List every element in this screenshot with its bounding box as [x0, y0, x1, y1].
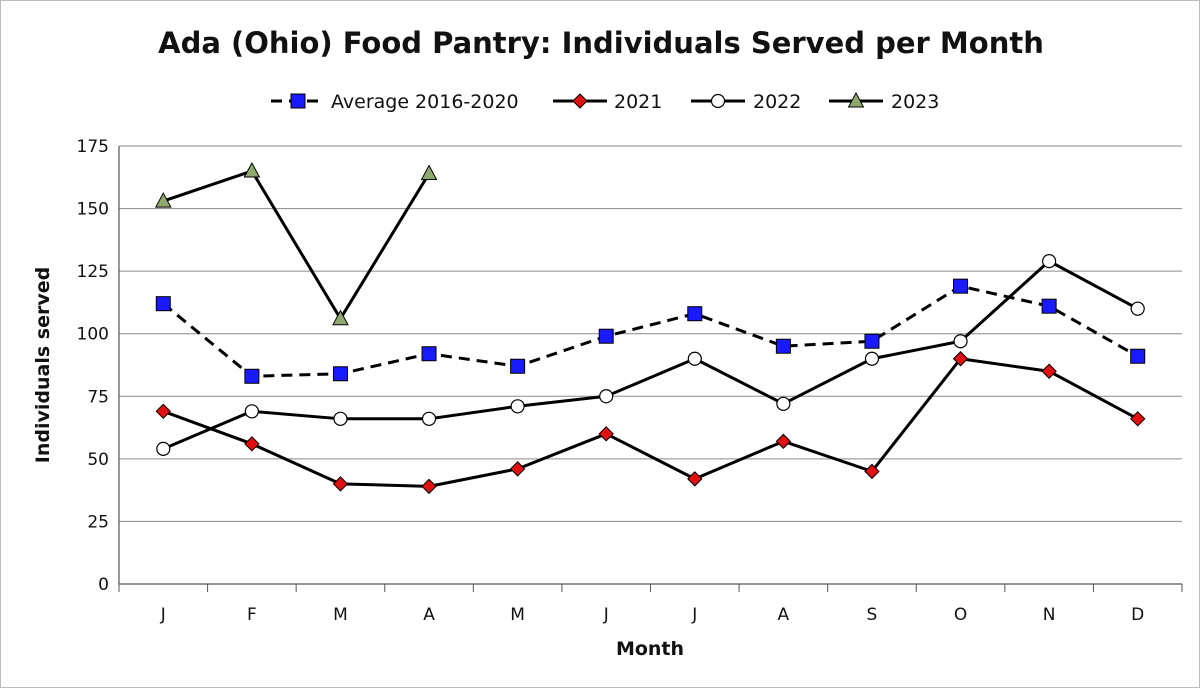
point-s1-6 [687, 471, 703, 487]
point-s1-11 [1130, 411, 1146, 427]
series-line-2 [162, 259, 1139, 451]
series-lines [162, 169, 1139, 488]
point-s1-4 [509, 461, 526, 477]
point-s2-5 [599, 389, 614, 404]
point-s3-3 [420, 164, 438, 181]
x-tick-5: J [603, 605, 609, 625]
series-markers [154, 161, 1146, 495]
point-s1-0 [155, 403, 171, 420]
point-s0-5 [598, 328, 614, 344]
point-s2-1 [244, 404, 259, 419]
series-line-1 [162, 357, 1139, 488]
x-tick-10: N [1043, 605, 1056, 625]
point-s0-2 [332, 366, 348, 382]
point-s2-8 [864, 351, 880, 366]
point-s1-1 [244, 436, 260, 452]
x-tick-3: A [423, 605, 435, 625]
point-s0-6 [687, 306, 703, 322]
point-s0-9 [953, 278, 969, 294]
x-tick-6: J [691, 605, 697, 625]
y-tick-25: 25 [87, 512, 109, 532]
point-s3-1 [243, 161, 261, 178]
point-s2-2 [333, 411, 348, 426]
x-tick-0: J [160, 605, 166, 625]
point-s1-2 [332, 476, 349, 492]
point-s2-10 [1042, 254, 1057, 269]
gridlines [119, 145, 1182, 522]
y-tick-100: 100 [77, 325, 109, 345]
point-s0-3 [421, 346, 437, 362]
point-s1-10 [1041, 363, 1057, 379]
y-tick-0: 0 [98, 575, 109, 595]
x-tick-9: O [954, 605, 967, 625]
point-s2-11 [1130, 301, 1145, 316]
point-s1-9 [952, 351, 969, 367]
point-s0-11 [1130, 348, 1146, 364]
point-s2-3 [421, 411, 437, 426]
x-tick-11: D [1131, 605, 1144, 625]
series-line-0 [162, 284, 1139, 378]
x-tick-2: M [333, 605, 348, 625]
axes [118, 146, 1183, 592]
y-tick-175: 175 [77, 137, 109, 157]
point-s2-4 [510, 399, 525, 414]
y-tick-150: 150 [77, 200, 109, 220]
point-s2-7 [776, 396, 791, 411]
legend-marker-3 [847, 91, 865, 108]
y-tick-125: 125 [77, 262, 109, 282]
point-s1-5 [598, 426, 614, 442]
point-s2-0 [156, 441, 171, 456]
y-tick-50: 50 [87, 450, 109, 470]
point-s2-6 [687, 351, 702, 366]
y-tick-75: 75 [87, 387, 109, 407]
x-axis-title: Month [616, 638, 684, 660]
legend-marker-2 [710, 93, 726, 109]
chart-title: Ada (Ohio) Food Pantry: Individuals Serv… [158, 26, 1044, 60]
legend-marker-0 [290, 93, 306, 109]
point-s3-2 [332, 309, 349, 326]
legend: Average 2016-2020 2021 2022 2023 [271, 91, 939, 113]
x-tick-8: S [867, 605, 878, 625]
point-s1-7 [775, 433, 792, 450]
x-tick-4: M [510, 605, 525, 625]
y-axis-title: Individuals served [32, 267, 54, 463]
point-s3-0 [154, 192, 172, 208]
y-tick-labels: 0 25 50 75 100 125 150 175 [77, 137, 109, 595]
point-s0-7 [775, 338, 791, 354]
point-s0-8 [864, 333, 880, 349]
point-s1-3 [421, 478, 437, 495]
series-line-3 [162, 169, 431, 321]
point-s1-8 [864, 463, 880, 480]
legend-label-2: 2022 [753, 91, 801, 113]
point-s0-1 [244, 368, 260, 384]
point-s0-0 [155, 296, 171, 312]
legend-marker-1 [572, 93, 588, 109]
legend-label-1: 2021 [614, 91, 662, 113]
x-tick-1: F [247, 605, 257, 625]
legend-label-3: 2023 [891, 91, 939, 113]
x-tick-7: A [778, 605, 790, 625]
legend-label-0: Average 2016-2020 [331, 91, 519, 113]
point-s0-4 [510, 358, 526, 374]
point-s2-9 [953, 334, 968, 349]
point-s0-10 [1041, 298, 1057, 314]
